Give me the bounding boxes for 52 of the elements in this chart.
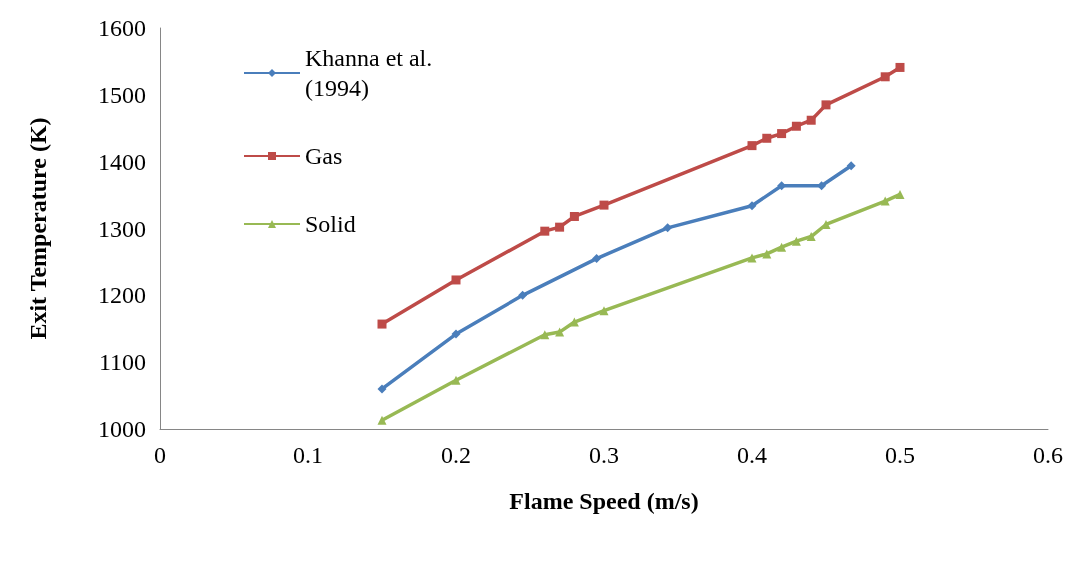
y-tick-label: 1600 bbox=[98, 15, 146, 41]
y-axis-title: Exit Temperature (K) bbox=[25, 117, 51, 340]
x-tick-label: 0.5 bbox=[885, 442, 915, 468]
point bbox=[599, 306, 609, 316]
point bbox=[599, 200, 609, 210]
point bbox=[377, 384, 387, 394]
point bbox=[592, 254, 602, 264]
x-axis-title: Flame Speed (m/s) bbox=[509, 488, 699, 514]
point bbox=[806, 232, 816, 242]
point bbox=[821, 100, 831, 110]
point bbox=[880, 196, 890, 206]
x-tick-label: 0.6 bbox=[1033, 442, 1063, 468]
y-tick-label: 1100 bbox=[98, 349, 146, 376]
point bbox=[569, 211, 579, 221]
y-tick-label: 1300 bbox=[98, 215, 146, 242]
point bbox=[747, 253, 757, 263]
point bbox=[817, 181, 827, 191]
point bbox=[518, 290, 528, 300]
point bbox=[806, 115, 816, 125]
point bbox=[880, 72, 890, 82]
point bbox=[451, 275, 461, 285]
point bbox=[762, 133, 772, 143]
point bbox=[555, 222, 565, 232]
point bbox=[377, 415, 387, 425]
point bbox=[540, 226, 550, 236]
point bbox=[895, 189, 905, 199]
x-tick-label: 0.4 bbox=[737, 442, 767, 468]
point bbox=[663, 223, 673, 233]
point bbox=[747, 201, 757, 211]
x-tick-label: 0.1 bbox=[293, 442, 323, 468]
point bbox=[791, 121, 801, 131]
point bbox=[777, 129, 787, 139]
point bbox=[747, 141, 757, 151]
point bbox=[569, 317, 579, 327]
point bbox=[895, 62, 905, 72]
point bbox=[777, 242, 787, 252]
y-tick-label: 1200 bbox=[98, 282, 146, 309]
x-tick-label: 0 bbox=[154, 442, 166, 468]
point bbox=[377, 319, 387, 329]
point bbox=[451, 329, 461, 339]
legend-label: Gas bbox=[305, 143, 343, 169]
y-tick-label: 1400 bbox=[98, 148, 146, 175]
y-tick-label: 1500 bbox=[98, 81, 146, 108]
x-tick-label: 0.3 bbox=[589, 442, 619, 468]
point bbox=[451, 375, 461, 385]
legend-label: Khanna et al. (1994) bbox=[305, 45, 439, 101]
point bbox=[555, 327, 565, 337]
legend-label: Solid bbox=[305, 211, 356, 237]
y-tick-label: 1000 bbox=[98, 416, 146, 442]
point bbox=[791, 236, 801, 246]
point bbox=[846, 161, 856, 171]
x-tick-label: 0.2 bbox=[441, 442, 471, 468]
